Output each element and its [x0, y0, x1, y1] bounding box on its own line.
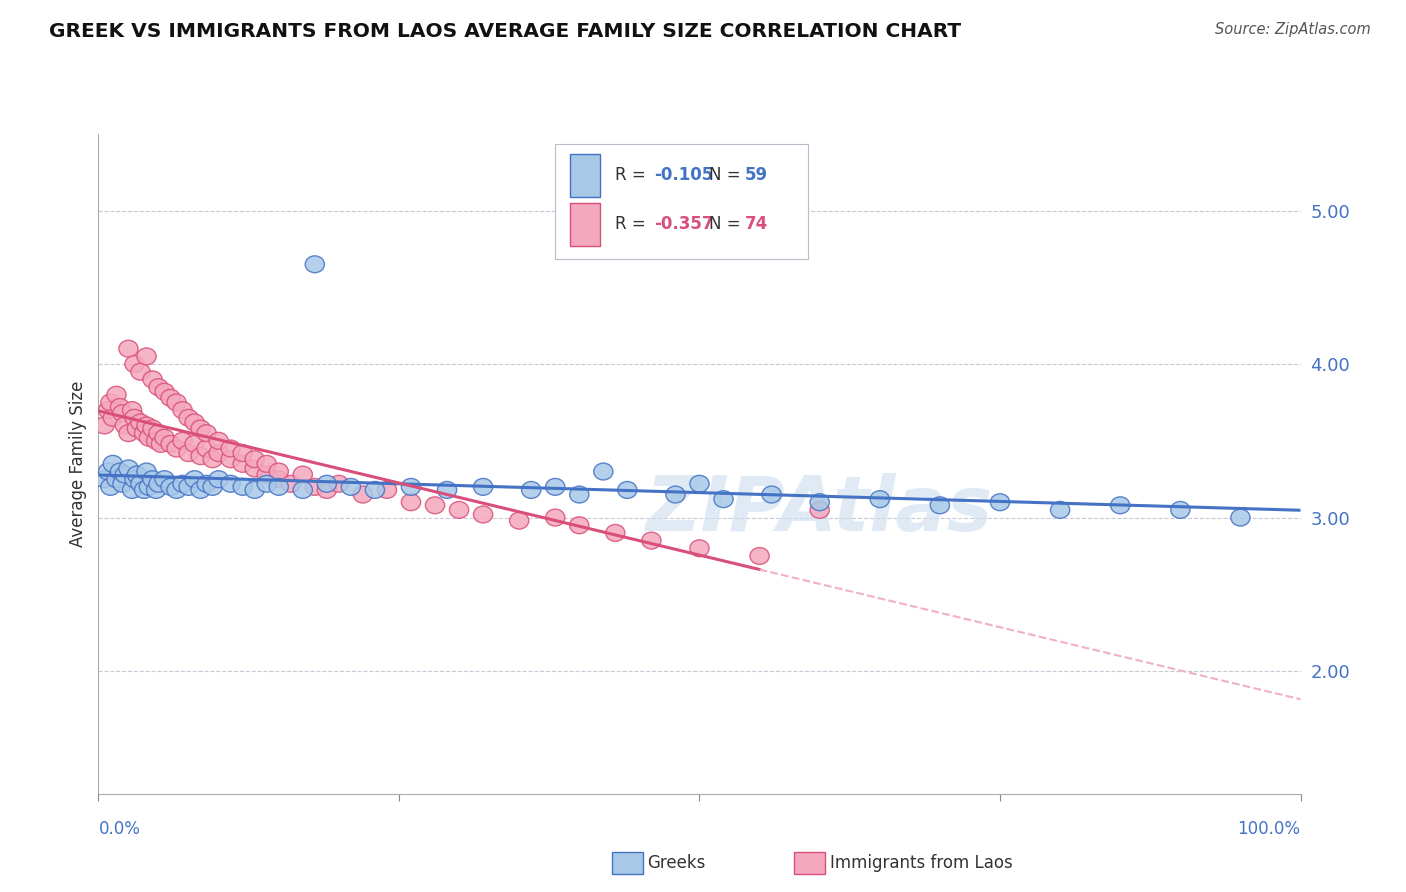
Bar	[569, 153, 600, 196]
Text: Immigrants from Laos: Immigrants from Laos	[830, 855, 1012, 872]
Text: R =: R =	[616, 215, 651, 233]
Text: R =: R =	[616, 166, 651, 184]
Y-axis label: Average Family Size: Average Family Size	[69, 381, 87, 547]
Text: 100.0%: 100.0%	[1237, 820, 1301, 838]
Text: -0.105: -0.105	[654, 166, 713, 184]
Text: Source: ZipAtlas.com: Source: ZipAtlas.com	[1215, 22, 1371, 37]
FancyBboxPatch shape	[555, 144, 807, 260]
Text: N =: N =	[709, 166, 747, 184]
Text: -0.357: -0.357	[654, 215, 713, 233]
Text: 0.0%: 0.0%	[98, 820, 141, 838]
Text: GREEK VS IMMIGRANTS FROM LAOS AVERAGE FAMILY SIZE CORRELATION CHART: GREEK VS IMMIGRANTS FROM LAOS AVERAGE FA…	[49, 22, 962, 41]
Text: N =: N =	[709, 215, 747, 233]
Text: Greeks: Greeks	[647, 855, 706, 872]
Bar	[569, 203, 600, 246]
Text: 59: 59	[745, 166, 768, 184]
Text: ZIPAtlas: ZIPAtlas	[645, 473, 994, 547]
Text: 74: 74	[745, 215, 769, 233]
